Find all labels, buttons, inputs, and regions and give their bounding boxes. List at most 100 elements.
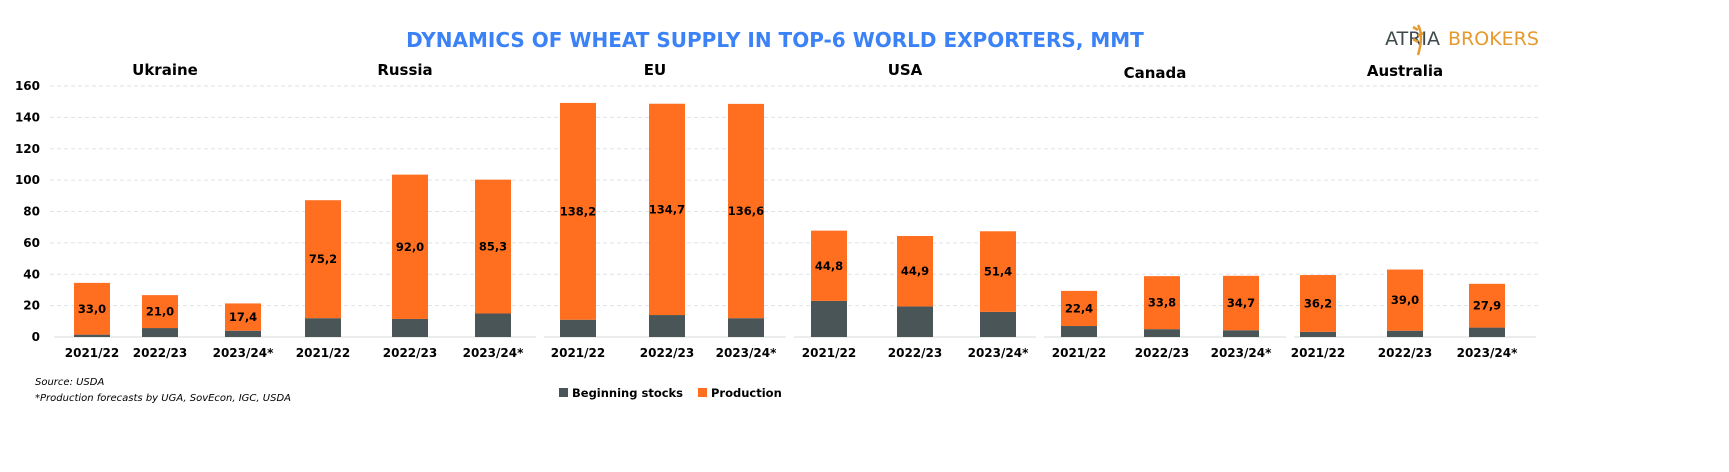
x-tick-label: 2023/24* <box>1457 346 1518 360</box>
data-label-production: 92,0 <box>396 240 424 254</box>
bar-beginning-stocks <box>811 300 847 337</box>
country-title: Australia <box>1367 62 1443 80</box>
panel-australia: Australia 36,2 2021/22 39,0 2022/23 27,9 2023/… <box>1291 62 1536 360</box>
y-tick-label: 20 <box>23 299 40 313</box>
x-tick-label: 2021/22 <box>1052 346 1106 360</box>
bar-production <box>728 103 764 319</box>
y-tick-label: 120 <box>15 142 40 156</box>
x-tick-label: 2022/23 <box>133 346 187 360</box>
y-tick-label: 100 <box>15 173 40 187</box>
chart-title: DYNAMICS OF WHEAT SUPPLY IN TOP-6 WORLD … <box>406 28 1144 52</box>
x-tick-label: 2021/22 <box>551 346 605 360</box>
x-tick-label: 2022/23 <box>1135 346 1189 360</box>
bar-production <box>560 102 596 320</box>
bar-production <box>142 295 178 329</box>
bar-production <box>980 231 1016 312</box>
logo: ATRIA BROKERS <box>1385 24 1539 56</box>
bar-production <box>74 282 110 335</box>
data-label-production: 21,0 <box>146 305 174 319</box>
x-tick-label: 2022/23 <box>383 346 437 360</box>
logo-text-atria: ATRIA <box>1385 28 1440 50</box>
y-tick-label: 40 <box>23 267 40 281</box>
panel-usa: USA 44,8 2021/22 44,9 2022/23 51,4 2023/24* <box>794 61 1036 360</box>
source-note: Source: USDA <box>35 377 104 388</box>
data-label-production: 27,9 <box>1473 299 1501 313</box>
bar-beginning-stocks <box>305 318 341 337</box>
y-tick-label: 60 <box>23 236 40 250</box>
panel-russia: Russia 75,2 2021/22 92,0 2022/23 85,3 2023/24* <box>294 61 536 360</box>
data-label-production: 85,3 <box>479 240 507 254</box>
legend-label-beginning-stocks: Beginning stocks <box>572 386 683 400</box>
panel-canada: Canada 22,4 2021/22 33,8 2022/23 34,7 2023/24* <box>1044 64 1286 360</box>
x-tick-label: 2021/22 <box>65 346 119 360</box>
x-tick-label: 2023/24* <box>213 346 274 360</box>
bar-production <box>897 235 933 307</box>
x-tick-label: 2021/22 <box>802 346 856 360</box>
x-tick-label: 2022/23 <box>1378 346 1432 360</box>
x-tick-label: 2023/24* <box>463 346 524 360</box>
bar-beginning-stocks <box>74 334 110 337</box>
bar-beginning-stocks <box>1144 329 1180 337</box>
country-title: Canada <box>1124 64 1187 82</box>
data-label-production: 33,8 <box>1148 296 1176 310</box>
y-tick-label: 0 <box>32 330 40 344</box>
wheat-icon <box>1412 24 1424 56</box>
footnote: *Production forecasts by UGA, SovEcon, I… <box>35 393 291 404</box>
bar-beginning-stocks <box>1061 326 1097 337</box>
data-label-production: 39,0 <box>1391 293 1419 307</box>
data-label-production: 17,4 <box>229 310 257 324</box>
data-label-production: 44,8 <box>815 259 843 273</box>
bar-beginning-stocks <box>1469 327 1505 337</box>
bar-beginning-stocks <box>649 315 685 337</box>
bar-production <box>305 200 341 319</box>
bar-production <box>1144 276 1180 330</box>
data-label-production: 136,6 <box>728 204 764 218</box>
bar-production <box>811 230 847 301</box>
bar-beginning-stocks <box>728 318 764 337</box>
bar-beginning-stocks <box>980 311 1016 337</box>
data-label-production: 33,0 <box>78 302 106 316</box>
data-label-production: 22,4 <box>1065 301 1093 315</box>
x-tick-label: 2023/24* <box>716 346 777 360</box>
data-label-production: 51,4 <box>984 265 1012 279</box>
data-label-production: 44,9 <box>901 264 929 278</box>
bar-beginning-stocks <box>392 318 428 337</box>
x-tick-label: 2021/22 <box>1291 346 1345 360</box>
panel-ukraine: Ukraine 33,0 2021/22 21,0 2022/23 17,4 2023/24… <box>54 61 296 360</box>
bar-production <box>1469 283 1505 328</box>
bar-beginning-stocks <box>560 319 596 337</box>
data-label-production: 34,7 <box>1227 296 1255 310</box>
x-tick-label: 2023/24* <box>968 346 1029 360</box>
country-title: EU <box>644 61 666 79</box>
data-label-production: 36,2 <box>1304 296 1332 310</box>
bar-beginning-stocks <box>897 306 933 337</box>
y-tick-label: 140 <box>15 110 40 124</box>
data-label-production: 75,2 <box>309 252 337 266</box>
bar-beginning-stocks <box>475 313 511 337</box>
country-title: Russia <box>377 61 432 79</box>
bar-production <box>649 103 685 316</box>
panel-eu: EU 138,2 2021/22 134,7 2022/23 136,6 2023/24* <box>544 61 786 360</box>
bar-beginning-stocks <box>225 330 261 337</box>
legend-swatch-production <box>698 388 707 397</box>
data-label-production: 138,2 <box>560 204 596 218</box>
legend-swatch-beginning-stocks <box>559 388 568 397</box>
bar-beginning-stocks <box>1387 330 1423 337</box>
bar-production <box>1387 269 1423 331</box>
y-tick-label: 160 <box>15 79 40 93</box>
x-tick-label: 2021/22 <box>296 346 350 360</box>
bar-production <box>1223 275 1259 331</box>
bar-production <box>392 174 428 319</box>
bar-beginning-stocks <box>1300 331 1336 337</box>
logo-text-brokers: BROKERS <box>1448 28 1539 50</box>
bar-beginning-stocks <box>142 328 178 337</box>
legend-label-production: Production <box>711 386 782 400</box>
y-tick-label: 80 <box>23 205 40 219</box>
bar-production <box>475 179 511 314</box>
country-title: USA <box>888 61 923 79</box>
country-title: Ukraine <box>132 61 198 79</box>
data-label-production: 134,7 <box>649 202 685 216</box>
x-tick-label: 2022/23 <box>640 346 694 360</box>
bar-production <box>1300 275 1336 332</box>
